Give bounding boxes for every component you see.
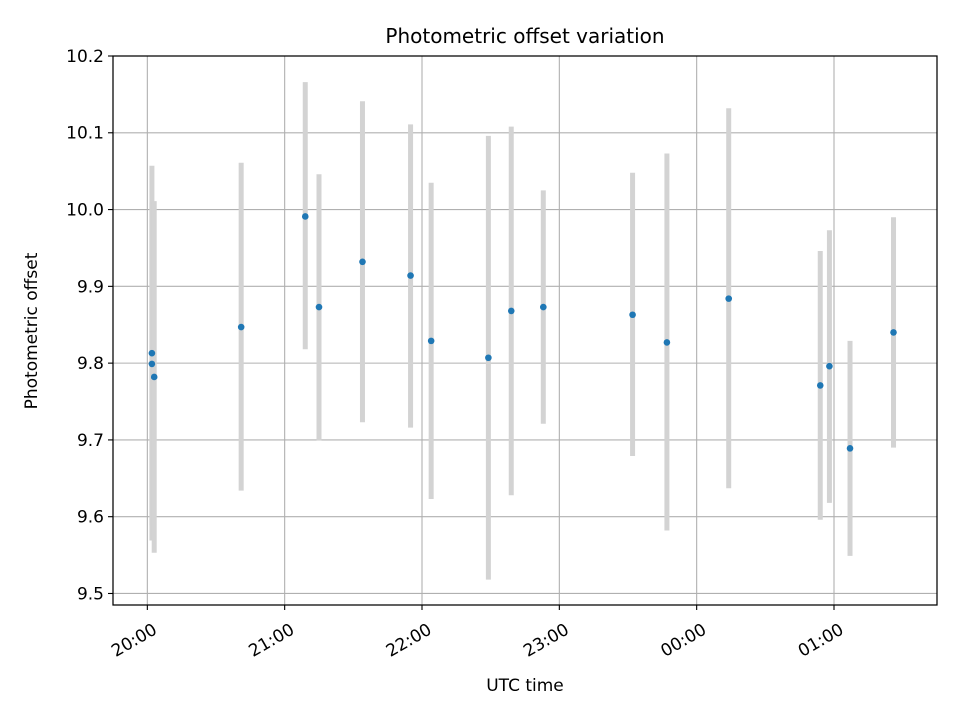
- y-tick-label: 9.7: [77, 431, 104, 451]
- data-point: [725, 295, 733, 302]
- plot-area: [113, 56, 937, 605]
- y-tick-label: 9.6: [77, 508, 104, 528]
- data-point: [890, 329, 897, 336]
- data-point: [407, 272, 414, 279]
- plot-frame: [112, 55, 938, 606]
- x-axis-label: UTC time: [486, 676, 564, 696]
- data-point: [663, 339, 671, 346]
- data-point: [148, 349, 156, 357]
- y-axis-label: Photometric offset: [22, 252, 42, 409]
- data-point: [237, 323, 245, 331]
- data-point: [359, 258, 366, 266]
- data-point: [846, 445, 854, 452]
- data-point: [485, 354, 492, 362]
- data-point: [629, 311, 636, 319]
- data-point: [150, 373, 158, 381]
- chart-title: Photometric offset variation: [385, 24, 664, 48]
- data-point: [301, 213, 309, 220]
- data-point: [507, 307, 515, 315]
- data-point: [540, 303, 547, 311]
- y-tick-label: 10.0: [66, 201, 104, 221]
- data-point: [148, 360, 156, 368]
- y-tick-label: 10.2: [66, 47, 104, 67]
- data-point: [816, 382, 824, 389]
- y-tick-label: 9.9: [77, 277, 104, 297]
- data-point: [826, 362, 833, 370]
- y-tick-label: 10.1: [66, 124, 104, 144]
- data-point: [315, 303, 323, 311]
- y-tick-label: 9.8: [77, 354, 104, 374]
- data-points: [148, 213, 897, 452]
- y-tick-label: 9.5: [77, 584, 104, 604]
- y-axis: 9.5 9.6 9.7 9.8 9.9 10.0 10.1 10.2: [66, 47, 113, 604]
- data-point: [427, 337, 435, 345]
